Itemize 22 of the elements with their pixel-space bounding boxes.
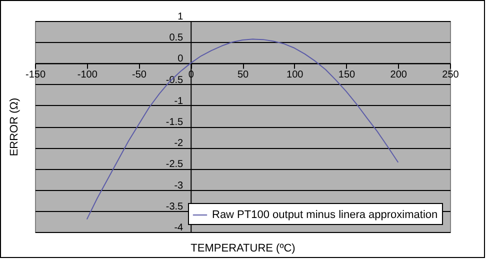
x-tick-label: -150 (25, 70, 46, 81)
y-tick-label: -1 (174, 96, 184, 107)
y-tick-label: -2.5 (166, 159, 184, 170)
x-tick-label: 200 (390, 70, 408, 81)
x-tick-label: 100 (286, 70, 304, 81)
x-tick-label: -100 (77, 70, 98, 81)
x-tick-label: 150 (338, 70, 356, 81)
x-tick-label: 50 (237, 70, 249, 81)
x-axis-title: TEMPERATURE (ºC) (190, 242, 296, 254)
y-tick-label: -0.5 (166, 74, 184, 86)
y-axis-title: ERROR (Ω) (8, 98, 20, 156)
x-tick-label: -50 (132, 70, 147, 81)
y-tick-label: 1 (178, 12, 184, 22)
x-tick-label: 250 (442, 70, 460, 81)
y-tick-label: -3.5 (166, 201, 184, 212)
y-tick-label: -4 (174, 222, 184, 234)
legend-label: Raw PT100 output minus linera approximation (212, 209, 438, 221)
y-tick-label: -3 (174, 180, 184, 192)
y-tick-label: 0.5 (169, 32, 184, 44)
y-tick-label: -1.5 (166, 117, 184, 128)
y-tick-label: -2 (174, 138, 184, 150)
y-tick-label: 0 (178, 54, 184, 65)
